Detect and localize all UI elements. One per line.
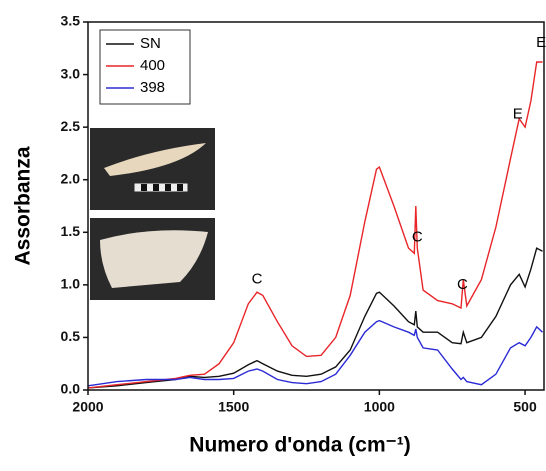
y-tick-label: 0.0 [61,381,81,397]
x-tick-label: 1000 [364,399,395,415]
photo-top [90,128,215,210]
y-tick-label: 1.5 [61,223,81,239]
legend-label: 400 [140,57,165,74]
y-tick-label: 1.0 [61,276,81,292]
plot-frame [87,21,545,391]
line-series [87,61,543,389]
annotation: C [412,229,423,246]
legend-box [99,29,191,105]
legend-label: SN [140,35,161,52]
y-tick-label: 3.5 [61,13,81,29]
x-tick-label: 2000 [72,399,103,415]
photo-bottom [90,218,215,300]
annotation: C [252,271,263,288]
annotation: E [536,34,546,51]
x-tick-label: 1500 [218,399,249,415]
line-series [87,247,543,389]
y-tick-label: 2.5 [61,118,81,134]
x-axis-label: Numero d'onda (cm⁻¹) [189,434,410,457]
legend-label: 398 [140,79,165,96]
annotation: C [457,276,468,293]
y-tick-label: 2.0 [61,170,81,186]
annotation: E [513,105,523,122]
line-series [87,319,543,387]
y-axis-label: Assorbanza [12,146,35,265]
y-tick-label: 0.5 [61,328,81,344]
y-tick-label: 3.0 [61,65,81,81]
x-tick-label: 500 [513,399,537,415]
